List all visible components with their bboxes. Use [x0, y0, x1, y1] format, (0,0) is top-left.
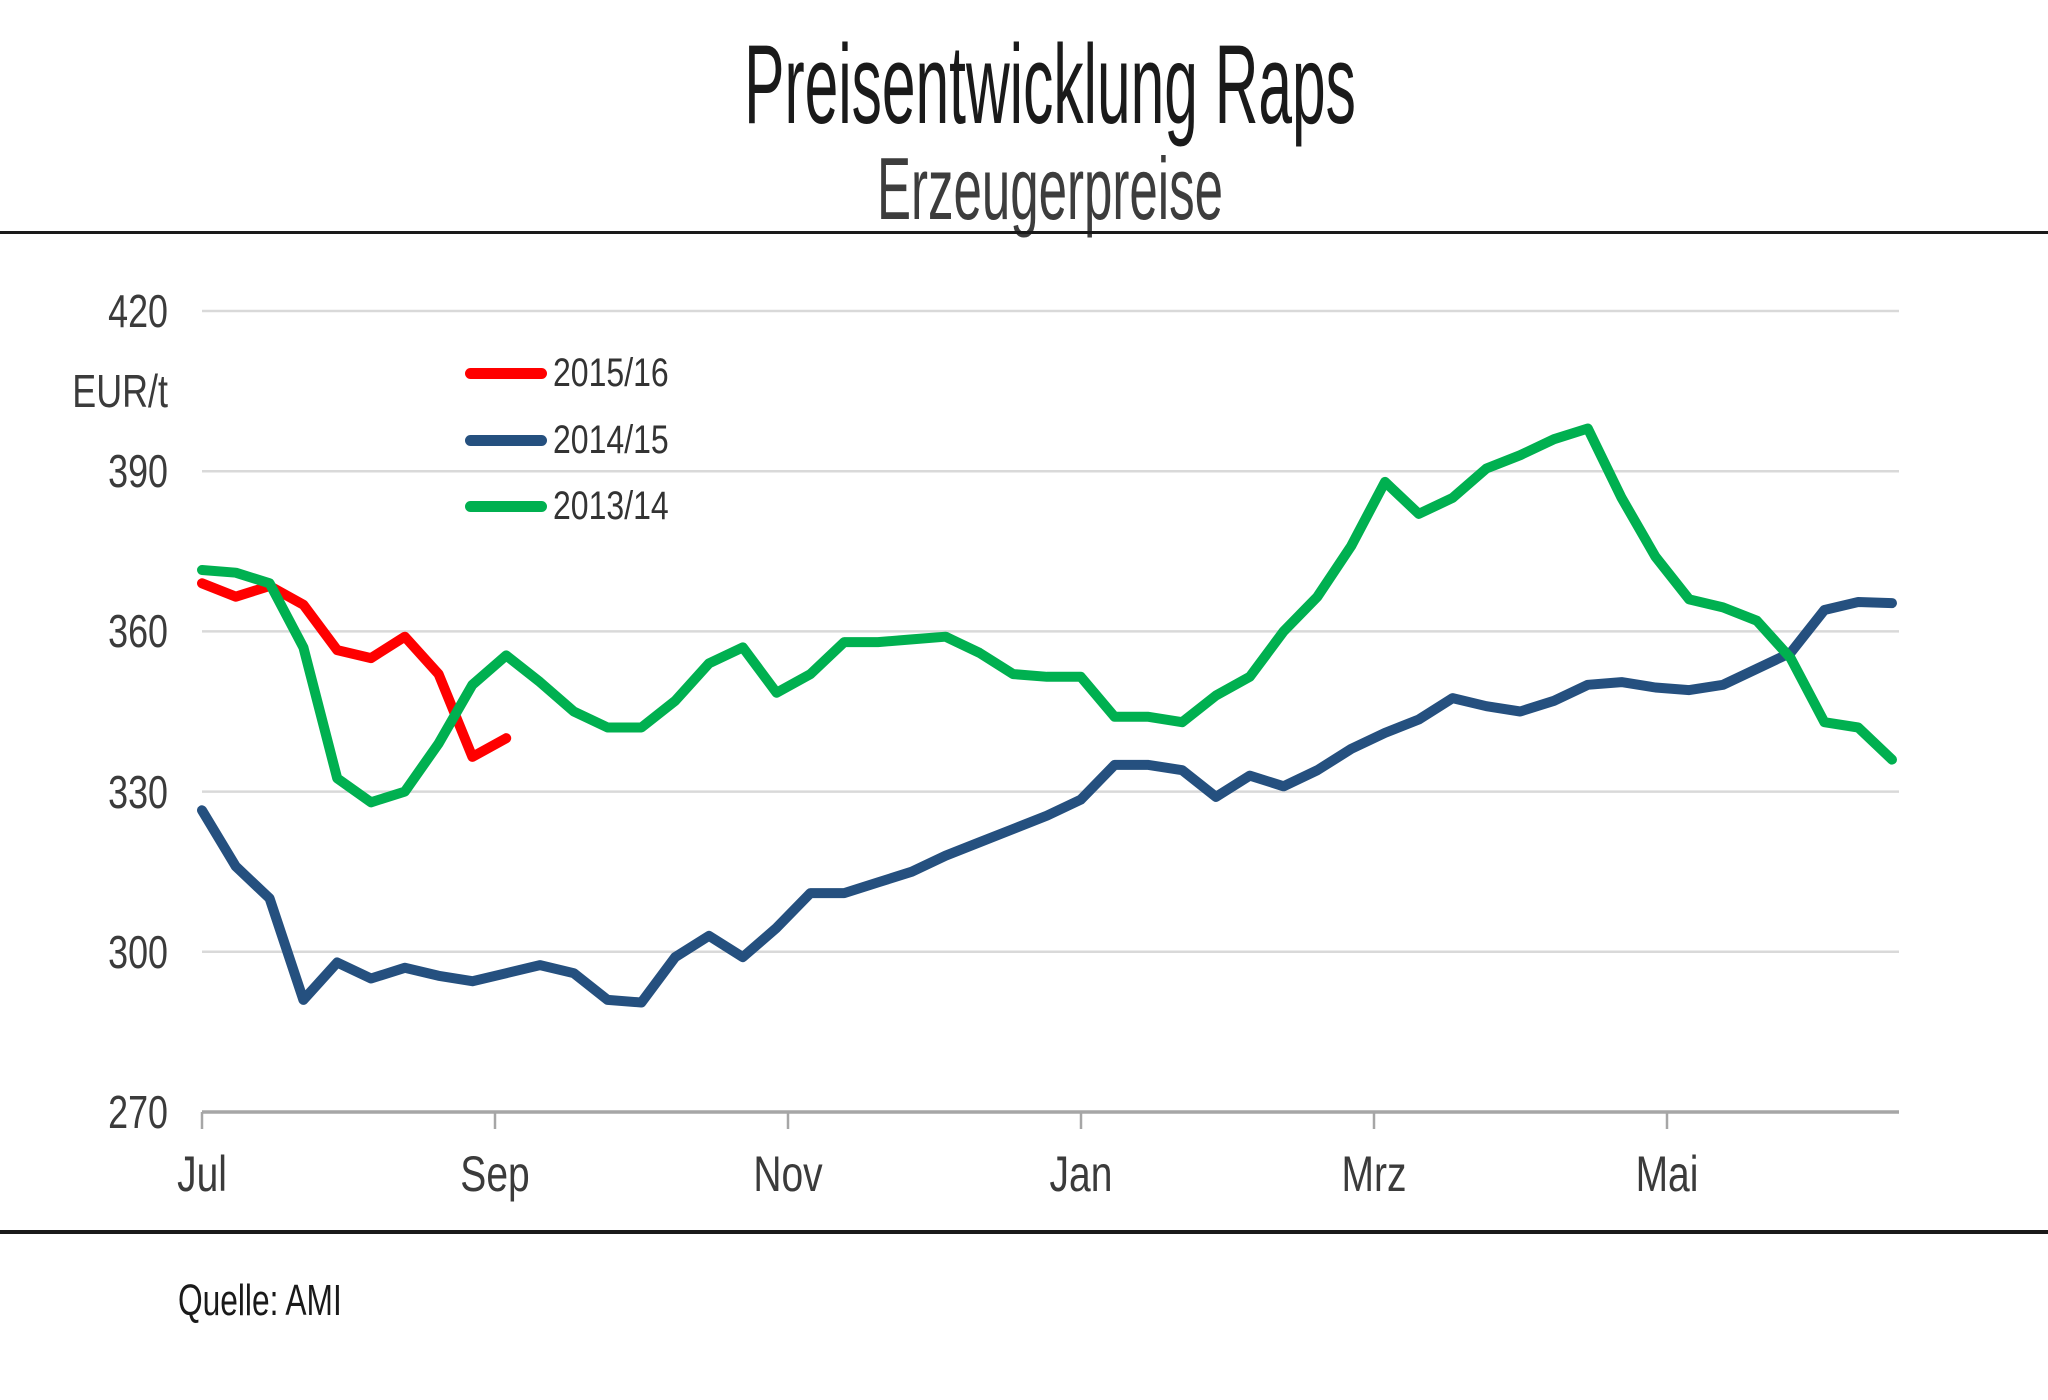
- legend-item-2015-16: 2015/16: [465, 351, 698, 395]
- legend-label: 2015/16: [553, 351, 669, 395]
- top-divider: [0, 231, 2048, 234]
- x-tick-label-nov: Nov: [753, 1146, 823, 1202]
- series-line-2013-14: [197, 423, 1897, 808]
- series-line-2015-16: [197, 578, 512, 762]
- page-title: Preisentwicklung Raps: [744, 22, 1356, 147]
- page-subtitle: Erzeugerpreise: [876, 139, 1224, 238]
- bottom-divider: [0, 1230, 2048, 1234]
- legend-item-2013-14: 2013/14: [465, 484, 698, 528]
- legend-line-icon: [465, 367, 547, 379]
- x-tick-label-jan: Jan: [1049, 1146, 1113, 1202]
- legend-label: 2013/14: [553, 484, 669, 528]
- y-tick-label-360: 360: [108, 605, 168, 657]
- x-tick-label-sep: Sep: [460, 1146, 530, 1202]
- y-axis-unit-label: EUR/t: [72, 365, 168, 417]
- y-tick-label-330: 330: [108, 766, 168, 818]
- x-tick-label-jul: Jul: [177, 1146, 227, 1202]
- y-tick-label-270: 270: [108, 1086, 168, 1138]
- x-tick-label-mrz: Mrz: [1341, 1146, 1407, 1202]
- legend-line-icon: [465, 434, 547, 446]
- x-tick-label-mai: Mai: [1635, 1146, 1699, 1202]
- series-line-2014-15: [197, 597, 1897, 1008]
- y-tick-label-300: 300: [108, 926, 168, 978]
- y-tick-label-390: 390: [108, 445, 168, 497]
- y-tick-label-420: 420: [108, 285, 168, 337]
- legend-label: 2014/15: [553, 418, 669, 462]
- legend-item-2014-15: 2014/15: [465, 418, 698, 462]
- legend-line-icon: [465, 500, 547, 512]
- source-note: Quelle: AMI: [178, 1276, 342, 1325]
